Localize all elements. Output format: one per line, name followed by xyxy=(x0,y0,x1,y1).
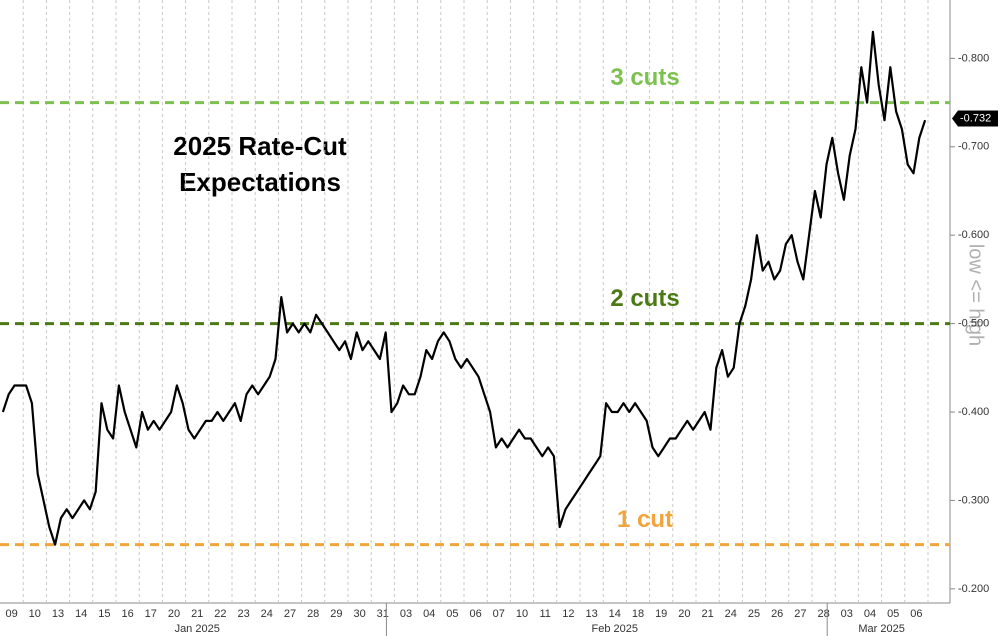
x-tick-label: 20 xyxy=(168,608,180,620)
x-tick-label: 15 xyxy=(98,608,110,620)
y-tick-label: -0.200 xyxy=(958,583,989,595)
x-group-label: Feb 2025 xyxy=(592,623,638,635)
x-tick-label: 14 xyxy=(75,608,87,620)
reference-label: 1 cut xyxy=(617,506,673,533)
y-tick-label: -0.600 xyxy=(958,229,989,241)
x-tick-label: 25 xyxy=(748,608,760,620)
x-tick-label: 21 xyxy=(191,608,203,620)
y-tick-label: -0.300 xyxy=(958,494,989,506)
x-tick-label: 31 xyxy=(377,608,389,620)
y-tick-label: -0.400 xyxy=(958,406,989,418)
x-tick-label: 12 xyxy=(562,608,574,620)
x-group-label: Mar 2025 xyxy=(858,623,904,635)
x-tick-label: 29 xyxy=(330,608,342,620)
x-tick-label: 07 xyxy=(493,608,505,620)
x-tick-label: 24 xyxy=(261,608,273,620)
x-tick-label: 10 xyxy=(29,608,41,620)
x-tick-label: 05 xyxy=(887,608,899,620)
chart-title: 2025 Rate-Cut xyxy=(173,131,347,161)
x-tick-label: 24 xyxy=(725,608,737,620)
x-tick-label: 06 xyxy=(910,608,922,620)
x-tick-label: 04 xyxy=(864,608,876,620)
y-tick-label: -0.500 xyxy=(958,318,989,330)
x-tick-label: 30 xyxy=(353,608,365,620)
last-value-box xyxy=(952,110,998,127)
reference-label: 2 cuts xyxy=(610,285,679,312)
x-tick-label: 09 xyxy=(5,608,17,620)
x-tick-label: 27 xyxy=(794,608,806,620)
x-tick-label: 13 xyxy=(585,608,597,620)
x-tick-label: 14 xyxy=(609,608,621,620)
x-tick-label: 20 xyxy=(678,608,690,620)
x-group-label: Jan 2025 xyxy=(175,623,220,635)
x-tick-label: 05 xyxy=(446,608,458,620)
x-tick-label: 03 xyxy=(400,608,412,620)
x-tick-label: 06 xyxy=(469,608,481,620)
y-tick-label: -0.700 xyxy=(958,141,989,153)
x-tick-label: 16 xyxy=(121,608,133,620)
x-tick-label: 28 xyxy=(307,608,319,620)
y-tick-label: -0.800 xyxy=(958,52,989,64)
series-line xyxy=(1,30,927,546)
x-tick-label: 23 xyxy=(237,608,249,620)
x-tick-label: 26 xyxy=(771,608,783,620)
reference-label: 3 cuts xyxy=(610,64,679,91)
x-tick-label: 04 xyxy=(423,608,435,620)
x-tick-label: 13 xyxy=(52,608,64,620)
last-value-label: -0.732 xyxy=(960,112,991,124)
x-tick-label: 27 xyxy=(284,608,296,620)
x-tick-label: 10 xyxy=(516,608,528,620)
x-tick-label: 17 xyxy=(145,608,157,620)
x-tick-label: 11 xyxy=(539,608,550,620)
x-tick-label: 18 xyxy=(632,608,644,620)
x-tick-label: 19 xyxy=(655,608,667,620)
x-tick-label: 28 xyxy=(817,608,829,620)
chart-title: Expectations xyxy=(179,167,341,197)
x-tick-label: 21 xyxy=(701,608,713,620)
x-tick-label: 22 xyxy=(214,608,226,620)
x-tick-label: 03 xyxy=(841,608,853,620)
y-axis-label: low <= high xyxy=(965,244,987,346)
